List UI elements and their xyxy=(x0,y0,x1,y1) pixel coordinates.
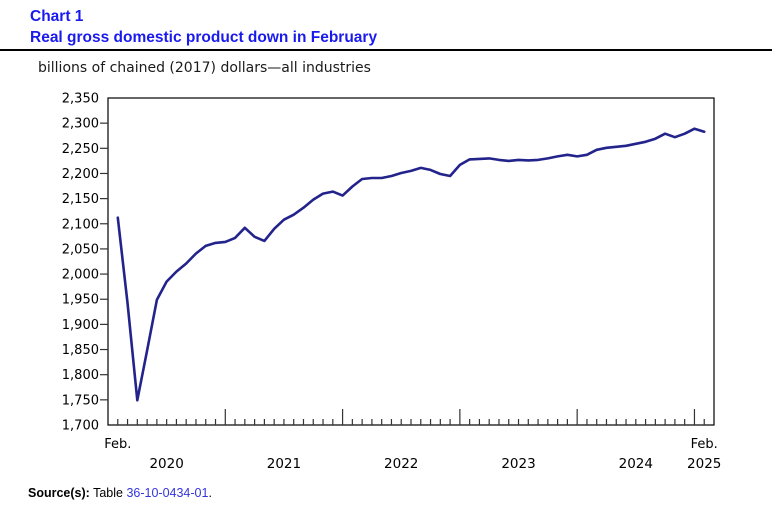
source-period: . xyxy=(208,486,212,500)
y-axis-label: 2,300 xyxy=(62,117,99,132)
y-axis-label: 1,750 xyxy=(62,393,99,408)
y-axis-label: 1,700 xyxy=(62,419,99,434)
y-axis-label: 1,800 xyxy=(62,368,99,383)
source-text: Table xyxy=(89,486,127,500)
gdp-line-chart: 1,700 1,750 1,800 1,850 1,900 1,950 2,000 2,050… xyxy=(62,92,722,473)
y-axis-label: 1,900 xyxy=(62,318,99,333)
gdp-series-line xyxy=(116,127,706,402)
y-axis-label: 2,050 xyxy=(62,242,99,257)
x-axis-year-label: 2021 xyxy=(267,456,301,472)
title-divider xyxy=(0,49,772,51)
y-axis-label: 2,150 xyxy=(62,192,99,207)
x-axis-year-label: 2024 xyxy=(619,456,653,472)
x-label-feb-start: Feb. xyxy=(104,437,131,452)
x-axis-year-label: 2022 xyxy=(384,456,418,472)
y-axis-label: 1,850 xyxy=(62,343,99,358)
chart-area: 1,700 1,750 1,800 1,850 1,900 1,950 2,000 2,050… xyxy=(0,88,772,480)
y-axis-label: 1,950 xyxy=(62,293,99,308)
y-axis-label: 2,200 xyxy=(62,167,99,182)
x-label-feb-end: Feb. xyxy=(691,437,718,452)
axis-unit-label: billions of chained (2017) dollars—all i… xyxy=(38,60,371,76)
source-label: Source(s): xyxy=(28,486,90,500)
chart-number: Chart 1 xyxy=(30,8,84,25)
x-axis-year-label: 2025 xyxy=(687,456,721,472)
x-axis-year-label: 2023 xyxy=(501,456,535,472)
x-axis-year-label: 2020 xyxy=(149,456,183,472)
chart-title: Real gross domestic product down in Febr… xyxy=(30,29,378,46)
y-axis-label: 2,000 xyxy=(62,268,99,283)
source-table-link[interactable]: 36-10-0434-01 xyxy=(126,486,209,500)
y-axis-label: 2,100 xyxy=(62,217,99,232)
chart-header: Chart 1 Real gross domestic product down… xyxy=(30,6,377,48)
y-axis-label: 2,350 xyxy=(62,92,99,107)
y-axis-label: 2,250 xyxy=(62,142,99,157)
source-note: Source(s): Table 36-10-0434-01. xyxy=(28,486,212,500)
